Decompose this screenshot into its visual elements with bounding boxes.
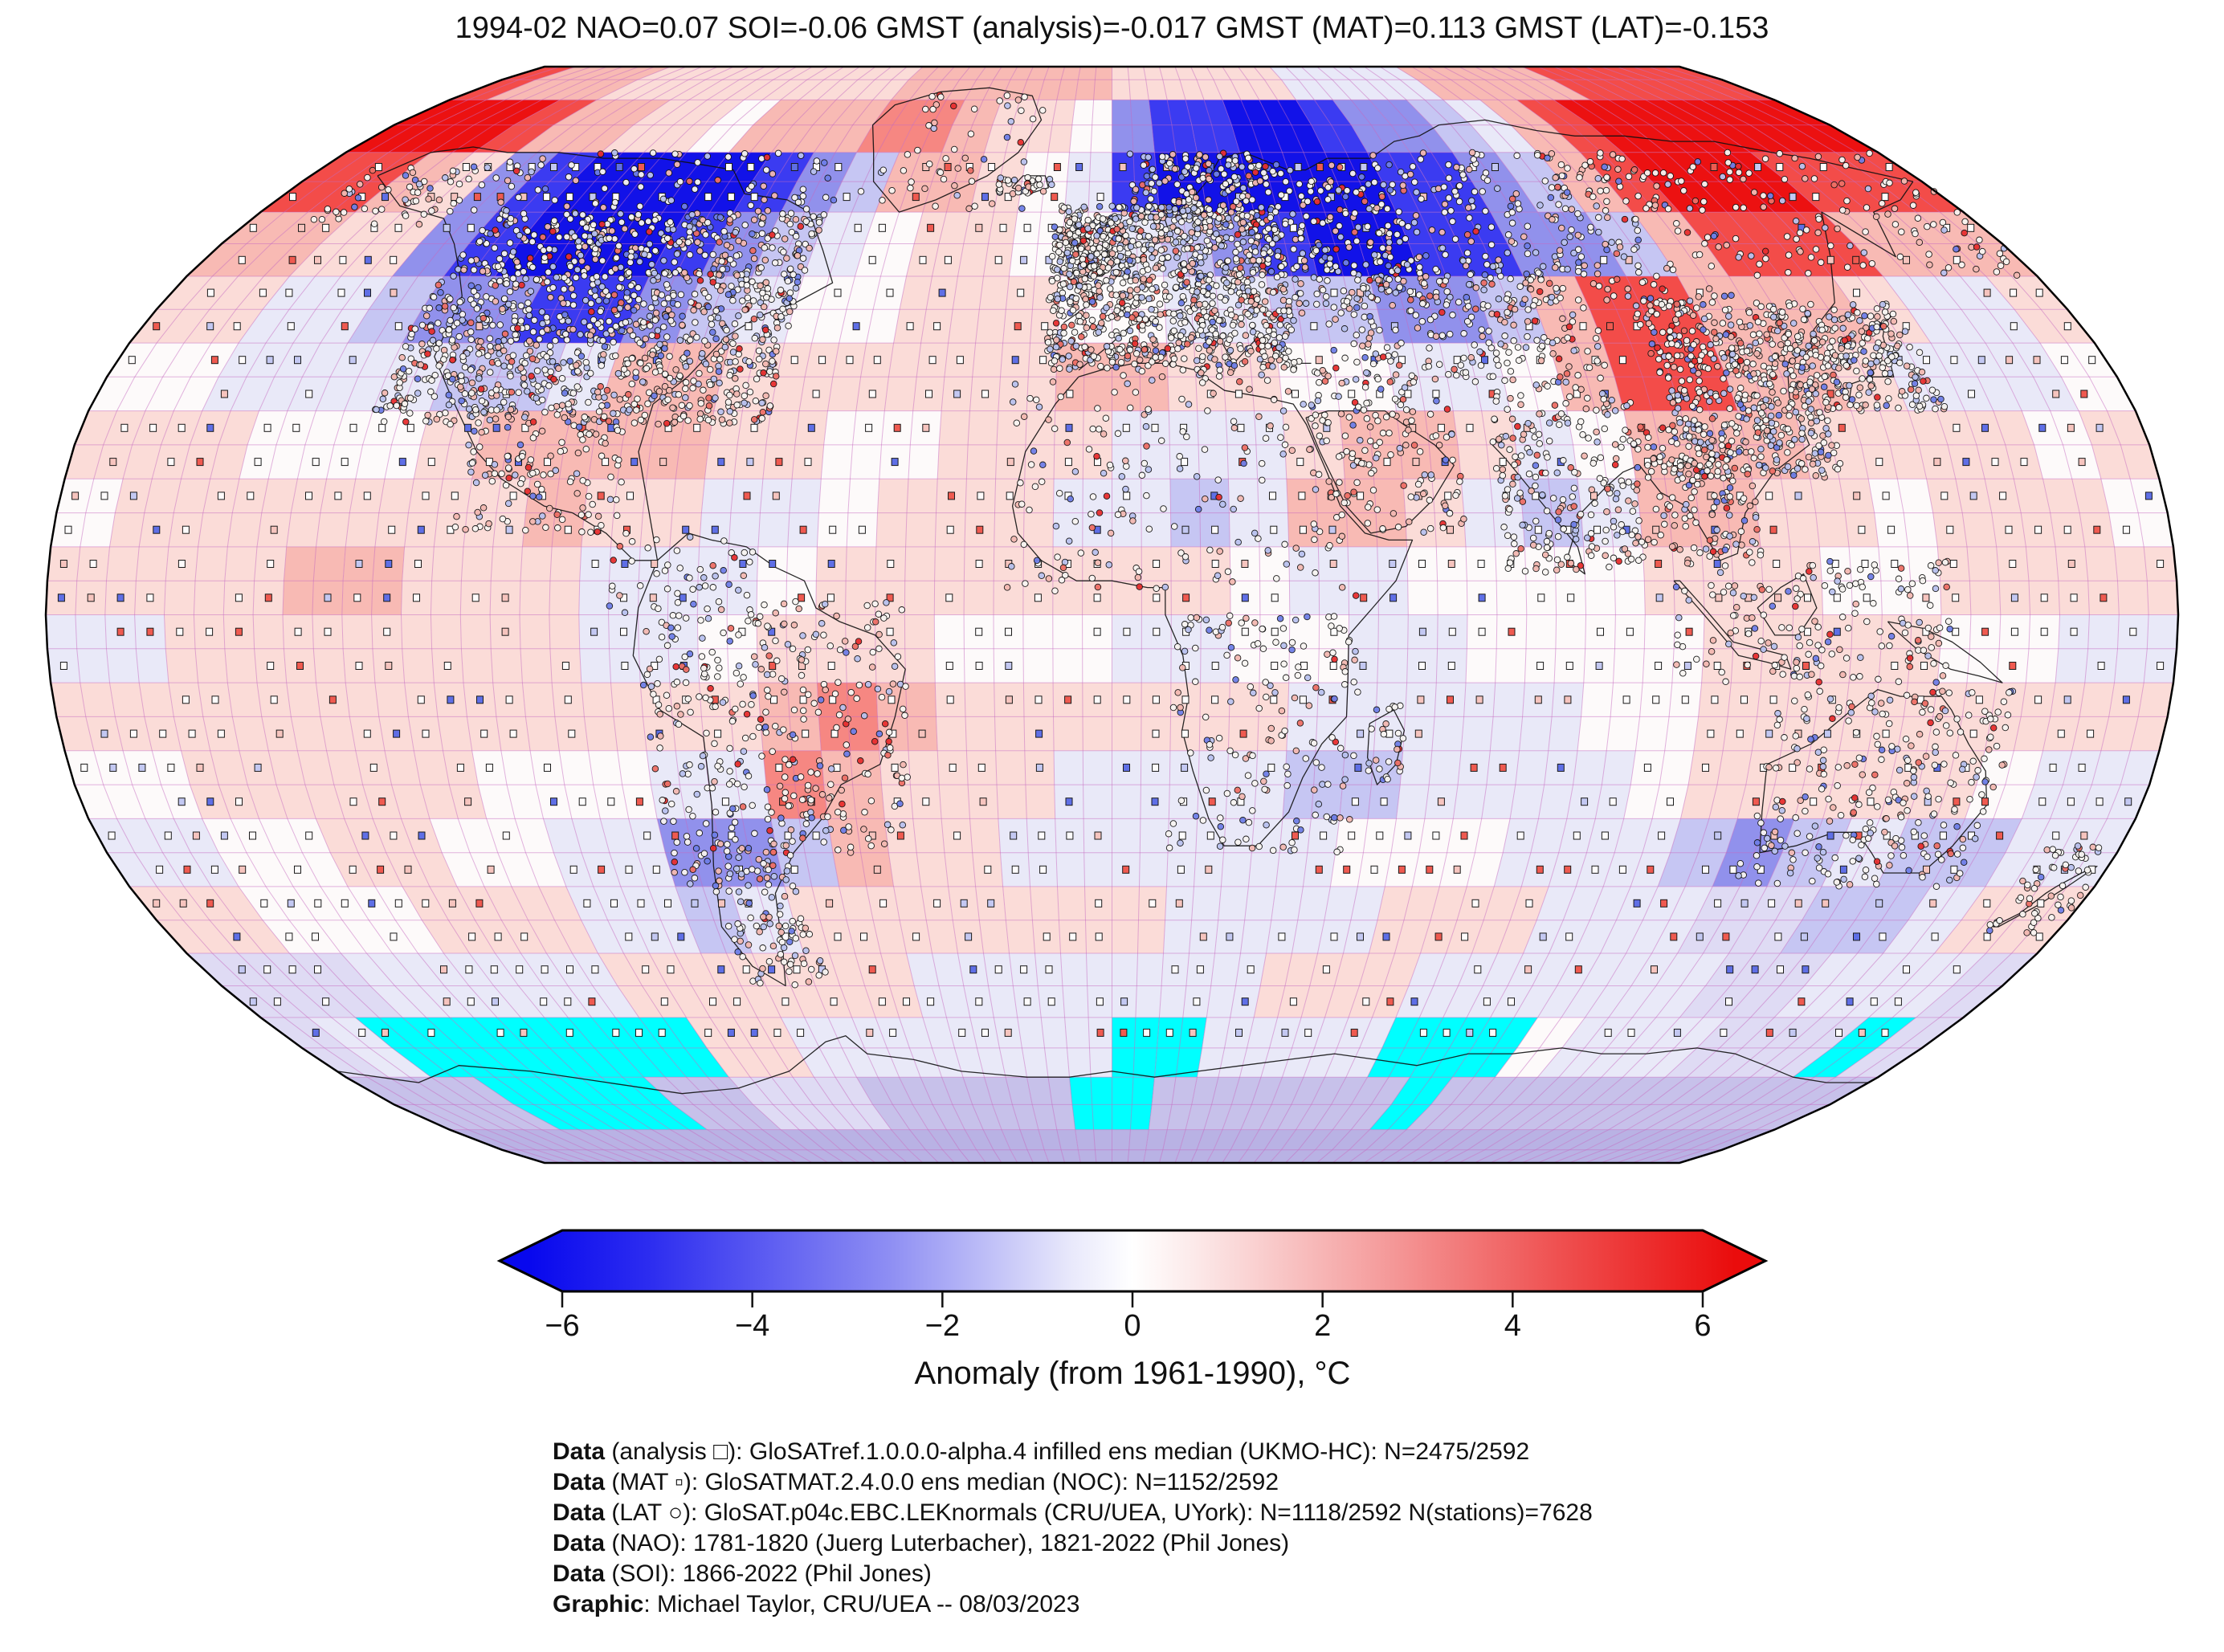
colorbar-tick-label: 2 bbox=[1314, 1309, 1332, 1343]
caption-term: Graphic bbox=[553, 1591, 644, 1617]
colorbar-tick-label: 4 bbox=[1504, 1309, 1521, 1343]
caption-term: Data bbox=[553, 1438, 606, 1465]
caption-text: (NAO): 1781-1820 (Juerg Luterbacher), 18… bbox=[605, 1530, 1290, 1556]
caption-line: Data (SOI): 1866-2022 (Phil Jones) bbox=[553, 1559, 1593, 1589]
colorbar-axis-label: Anomaly (from 1961-1990), °C bbox=[914, 1356, 1351, 1391]
figure-title: 1994-02 NAO=0.07 SOI=-0.06 GMST (analysi… bbox=[455, 11, 1769, 45]
colorbar-tick-label: 0 bbox=[1124, 1309, 1141, 1343]
caption-term: Data bbox=[553, 1560, 606, 1587]
lat-station-circles bbox=[310, 92, 2103, 989]
colorbar-ticks: −6 −4 −2 0 2 4 6 bbox=[545, 1309, 1711, 1349]
caption-line: Data (NAO): 1781-1820 (Juerg Luterbacher… bbox=[553, 1528, 1593, 1559]
colorbar-tick-label: −4 bbox=[734, 1309, 770, 1343]
caption-line: Graphic: Michael Taylor, CRU/UEA -- 08/0… bbox=[553, 1589, 1593, 1620]
caption-text: (LAT ○): GloSAT.p04c.EBC.LEKnormals (CRU… bbox=[605, 1499, 1593, 1526]
caption-line: Data (LAT ○): GloSAT.p04c.EBC.LEKnormals… bbox=[553, 1498, 1593, 1528]
caption-text: (analysis □): GloSATref.1.0.0.0-alpha.4 … bbox=[605, 1438, 1530, 1465]
caption-line: Data (MAT ▫): GloSATMAT.2.4.0.0 ens medi… bbox=[553, 1467, 1593, 1498]
caption-text: : Michael Taylor, CRU/UEA -- 08/03/2023 bbox=[643, 1591, 1080, 1617]
caption-term: Data bbox=[553, 1469, 606, 1495]
caption-term: Data bbox=[553, 1499, 606, 1526]
caption-text: (MAT ▫): GloSATMAT.2.4.0.0 ens median (N… bbox=[605, 1469, 1279, 1495]
caption-text: (SOI): 1866-2022 (Phil Jones) bbox=[605, 1560, 932, 1587]
colorbar-tick-label: −2 bbox=[924, 1309, 960, 1343]
caption-term: Data bbox=[553, 1530, 606, 1556]
mat-square-markers bbox=[57, 163, 2165, 1037]
colorbar bbox=[496, 1229, 1769, 1307]
caption-block: Data (analysis □): GloSATref.1.0.0.0-alp… bbox=[553, 1437, 1593, 1620]
colorbar-tick-label: 6 bbox=[1694, 1309, 1712, 1343]
map-border bbox=[44, 65, 2180, 1165]
caption-line: Data (analysis □): GloSATref.1.0.0.0-alp… bbox=[553, 1437, 1593, 1467]
colorbar-tick-label: −6 bbox=[545, 1309, 580, 1343]
